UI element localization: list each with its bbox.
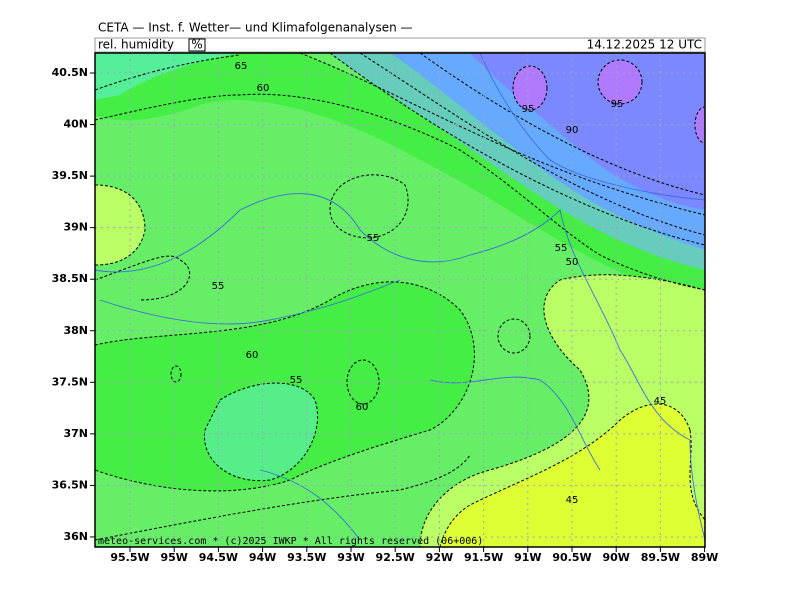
contour-label: 90 (566, 125, 579, 136)
x-tick-label: 95W (160, 551, 187, 564)
contour-labels: 65 60 95 95 90 55 55 50 55 60 55 60 45 45 (212, 61, 667, 506)
field-teal (95, 53, 240, 100)
y-tick-label: 39N (63, 221, 88, 234)
x-tick-label: 93.5W (287, 551, 326, 564)
contour-label: 45 (654, 396, 667, 407)
x-tick-label: 94.5W (199, 551, 238, 564)
y-tick-label: 38.5N (52, 272, 88, 285)
y-tick-label: 38N (63, 324, 88, 337)
contour-label: 95 (611, 99, 624, 110)
contour (329, 174, 409, 239)
header-title: CETA — Inst. f. Wetter— und Klimafolgena… (98, 21, 413, 35)
map-field: 65 60 95 95 90 55 55 50 55 60 55 60 45 45 (95, 53, 705, 547)
contour-label: 55 (555, 243, 568, 254)
x-tick-label: 94W (249, 551, 276, 564)
x-tick-label: 93W (337, 551, 364, 564)
x-tick-label: 91.5W (464, 551, 503, 564)
contour-label: 50 (566, 257, 579, 268)
contour-label: 60 (246, 350, 259, 361)
y-tick-label: 37N (63, 427, 88, 440)
footer-credit: meteo-services.com * (c)2025 IWKP * All … (98, 536, 483, 547)
x-tick-label: 89.5W (641, 551, 680, 564)
y-tick-label: 36.5N (52, 478, 88, 491)
y-tick-label: 40.5N (52, 66, 88, 79)
x-tick-label: 89W (691, 551, 718, 564)
field-purple (597, 59, 643, 105)
unit-box (188, 38, 206, 52)
x-tick-label: 95.5W (110, 551, 149, 564)
field-yellow (439, 403, 705, 547)
contour (95, 454, 471, 541)
x-tick-label: 90.5W (552, 551, 591, 564)
contour-label: 65 (235, 61, 248, 72)
x-tick-label: 90W (602, 551, 629, 564)
contour-label: 95 (522, 104, 535, 115)
river (95, 193, 705, 541)
field-teal (203, 382, 319, 482)
axis-ticks: 95.5W 95W 94.5W 94W 93.5W 93W 92.5W 92W 91.5W 91W… (52, 66, 719, 564)
y-tick-label: 40N (63, 118, 88, 131)
plot-frame (94, 52, 706, 548)
subheader-box (94, 37, 706, 53)
contour-label: 45 (566, 495, 579, 506)
field-purple (694, 106, 705, 144)
contour-label: 60 (356, 402, 369, 413)
y-tick-label: 37.5N (52, 375, 88, 388)
river (479, 53, 705, 201)
y-tick-label: 39.5N (52, 169, 88, 182)
contour-label: 55 (290, 375, 303, 386)
contour (170, 365, 182, 383)
contour (497, 318, 531, 354)
field-yellowgreen (95, 184, 146, 266)
unit: % (191, 38, 202, 52)
contour (299, 53, 705, 246)
contour (95, 54, 705, 291)
contour-label: 55 (212, 281, 225, 292)
contour-label: 60 (257, 83, 270, 94)
x-tick-label: 92.5W (376, 551, 415, 564)
y-tick-label: 36N (63, 530, 88, 543)
x-tick-label: 92W (426, 551, 453, 564)
datetime: 14.12.2025 12 UTC (587, 38, 702, 52)
variable-name: rel. humidity (98, 38, 174, 52)
contour-label: 55 (367, 233, 380, 244)
river (99, 279, 601, 541)
x-tick-label: 91W (514, 551, 541, 564)
field-purple (512, 65, 548, 111)
